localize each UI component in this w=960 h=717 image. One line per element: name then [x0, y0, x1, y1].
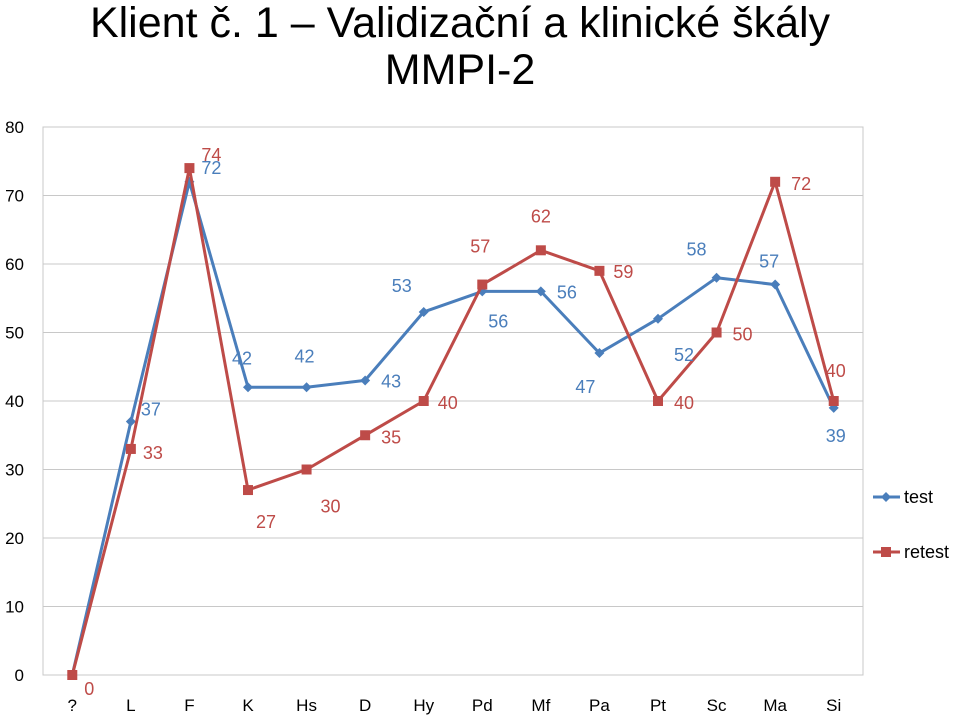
x-tick-label-7: Pd	[472, 696, 493, 715]
retest-label-F: 74	[201, 145, 221, 165]
test-point-Pa	[594, 348, 605, 359]
y-tick-label-30: 30	[5, 461, 24, 480]
x-tick-label-0: ?	[68, 696, 77, 715]
x-tick-label-9: Pa	[589, 696, 610, 715]
test-point-K	[243, 382, 253, 393]
test-point-Ma	[770, 279, 781, 290]
x-tick-label-5: D	[359, 696, 371, 715]
retest-point-Ma	[770, 176, 781, 187]
legend-label-test: test	[904, 487, 933, 507]
y-tick-label-80: 80	[5, 118, 24, 137]
retest-point-Pt	[653, 396, 663, 406]
y-tick-label-0: 0	[15, 666, 24, 685]
retest-point-Mf	[535, 245, 546, 256]
y-tick-label-60: 60	[5, 255, 24, 274]
chart-title: Klient č. 1 – Validizační a klinické šká…	[40, 0, 880, 94]
retest-label-K: 27	[256, 512, 276, 532]
test-point-Sc	[711, 272, 722, 283]
x-tick-label-8: Mf	[531, 696, 550, 715]
test-label-Ma: 57	[759, 252, 779, 272]
retest-label-Sc: 50	[733, 325, 753, 345]
series-lines	[67, 163, 839, 680]
retest-point-?	[67, 670, 78, 680]
retest-point-Si	[828, 396, 839, 406]
y-tick-label-20: 20	[5, 529, 24, 548]
retest-point-Hy	[418, 396, 429, 406]
chart-title-line2: MMPI-2	[384, 46, 536, 94]
test-label-F: 72	[201, 158, 221, 178]
chart-title-line1: Klient č. 1 – Validizační a klinické šká…	[89, 0, 831, 47]
retest-point-Sc	[711, 327, 722, 338]
retest-label-Hs: 30	[321, 497, 341, 517]
test-label-K: 42	[232, 348, 252, 368]
test-label-D: 43	[381, 371, 401, 391]
x-tick-label-12: Ma	[763, 696, 787, 715]
retest-label-Pa: 59	[613, 262, 633, 282]
retest-label-Pd: 57	[470, 237, 490, 257]
test-point-Hs	[301, 382, 312, 393]
retest-point-D	[360, 430, 371, 441]
y-tick-label-50: 50	[5, 324, 24, 343]
legend: test retest	[873, 487, 949, 562]
retest-label-?: 0	[84, 679, 94, 699]
retest-label-Mf: 62	[531, 206, 551, 226]
test-point-Hy	[418, 306, 429, 317]
data-labels: 37 72 42 42 43 53 56 56 47 52 58 57 39 0 33 74 27 30 35 40 5…	[84, 145, 845, 699]
axes: 0 10 20 30 40 50 60 70 80? L F K Hs D Hy Pd Mf Pa Pt Sc Ma Si	[5, 118, 841, 715]
legend-marker-test	[881, 492, 891, 502]
x-tick-label-2: F	[184, 696, 194, 715]
retest-point-K	[243, 485, 253, 496]
retest-label-L: 33	[143, 443, 163, 463]
test-point-L	[125, 416, 136, 427]
test-label-Si: 39	[826, 426, 846, 446]
gridlines	[42, 126, 864, 676]
test-label-Pt: 52	[674, 345, 694, 365]
retest-label-D: 35	[381, 427, 401, 447]
x-tick-label-13: Si	[826, 696, 841, 715]
x-tick-label-6: Hy	[413, 696, 434, 715]
x-tick-label-4: Hs	[296, 696, 317, 715]
y-tick-label-40: 40	[5, 392, 24, 411]
retest-point-L	[125, 443, 136, 454]
series-line-retest	[70, 166, 836, 676]
test-point-Mf	[535, 286, 546, 297]
y-tick-label-10: 10	[5, 598, 24, 617]
retest-point-F	[184, 163, 195, 174]
legend-label-retest: retest	[904, 542, 949, 562]
test-point-D	[360, 375, 371, 386]
x-tick-label-10: Pt	[650, 696, 666, 715]
test-label-Pa: 47	[575, 377, 595, 397]
test-label-Mf: 56	[557, 282, 577, 302]
retest-point-Hs	[301, 464, 312, 475]
series-line-test	[70, 180, 836, 676]
retest-label-Ma: 72	[791, 174, 811, 194]
retest-point-Pa	[594, 265, 605, 276]
test-label-Hs: 42	[295, 346, 315, 366]
retest-point-Pd	[477, 279, 488, 290]
legend-marker-retest	[881, 547, 891, 557]
test-label-Hy: 53	[392, 276, 412, 296]
retest-label-Si: 40	[826, 361, 846, 381]
y-tick-label-70: 70	[5, 187, 24, 206]
retest-label-Pt: 40	[674, 393, 694, 413]
x-tick-label-3: K	[242, 696, 254, 715]
plot-frame	[42, 126, 864, 676]
x-tick-label-1: L	[126, 696, 135, 715]
retest-label-Hy: 40	[438, 393, 458, 413]
test-point-Pt	[653, 313, 663, 324]
test-label-L: 37	[141, 400, 161, 420]
test-label-Sc: 58	[687, 240, 707, 260]
x-tick-label-11: Sc	[707, 696, 727, 715]
test-label-Pd: 56	[488, 311, 508, 331]
